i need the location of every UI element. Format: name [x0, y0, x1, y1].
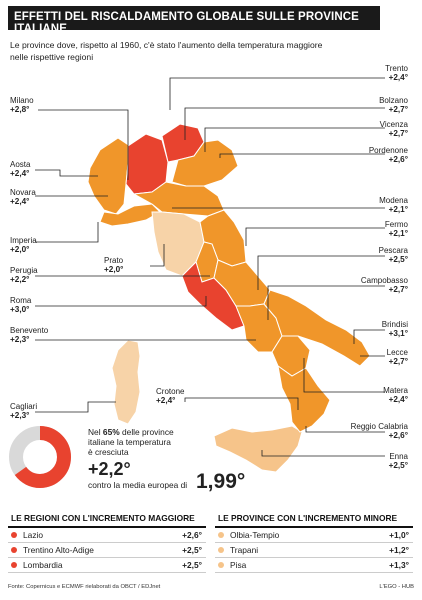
table-row: Trapani +1,2° — [215, 543, 413, 558]
table-provinces: LE PROVINCE CON L'INCREMENTO MINORE Olbi… — [215, 511, 413, 573]
table-row: Trentino Alto-Adige +2,5° — [8, 543, 206, 558]
region-emilia — [132, 181, 225, 217]
page-title: EFFETTI DEL RISCALDAMENTO GLOBALE SULLE … — [8, 6, 380, 35]
label-crotone: Crotone +2,4° — [156, 387, 185, 405]
color-dot — [11, 532, 17, 538]
table-provinces-heading: LE PROVINCE CON L'INCREMENTO MINORE — [215, 511, 413, 528]
label-novara: Novara +2,4° — [10, 188, 36, 206]
region-piemonte — [87, 137, 131, 215]
label-benevento: Benevento +2,3° — [10, 326, 49, 344]
label-trento: Trento +2,4° — [385, 64, 408, 82]
footer-brand: L'EGO - HUB — [379, 584, 414, 590]
region-sardegna — [111, 339, 141, 425]
donut-arc — [9, 426, 71, 488]
region-sicilia — [213, 425, 303, 473]
leader-lines — [35, 77, 385, 457]
label-pescara: Pescara +2,5° — [378, 246, 408, 264]
label-modena: Modena +2,1° — [379, 196, 408, 214]
label-milano: Milano +2,8° — [10, 96, 34, 114]
label-roma: Roma +3,0° — [10, 296, 32, 314]
label-vicenza: Vicenza +2,7° — [379, 120, 408, 138]
label-matera: Matera +2,4° — [383, 386, 408, 404]
percent-donut — [9, 426, 71, 488]
label-fermo: Fermo +2,1° — [384, 220, 408, 238]
label-aosta: Aosta +2,4° — [10, 160, 31, 178]
label-cagliari: Cagliari +2,3° — [10, 402, 38, 420]
stat-percent: 65% — [102, 427, 120, 437]
color-dot — [218, 532, 224, 538]
label-lecce: Lecce +2,7° — [386, 348, 408, 366]
label-imperia: Imperia +2,0° — [10, 236, 37, 254]
table-row: Pisa +1,3° — [215, 558, 413, 573]
table-row: Lombardia +2,5° — [8, 558, 206, 573]
stat-europe-value: 1,99° — [196, 470, 246, 493]
stat-description: Nel 65% delle province italiane la tempe… — [88, 427, 174, 457]
label-prato: Prato +2,0° — [104, 256, 124, 274]
table-regions: LE REGIONI CON L'INCREMENTO MAGGIORE Laz… — [8, 511, 206, 573]
table-row: Olbia-Tempio +1,0° — [215, 528, 413, 543]
label-brindisi: Brindisi +3,1° — [381, 320, 408, 338]
footer-source: Fonte: Copernicus e ECMWF rielaborati da… — [8, 584, 161, 590]
stat-italy-value: +2,2° — [88, 459, 131, 479]
tables-section: LE REGIONI CON L'INCREMENTO MAGGIORE Laz… — [8, 511, 414, 581]
label-campobasso: Campobasso +2,7° — [360, 276, 408, 294]
label-pordenone: Pordenone +2,6° — [368, 146, 408, 164]
label-perugia: Perugia +2,2° — [10, 266, 38, 284]
table-row: Lazio +2,6° — [8, 528, 206, 543]
page-subtitle: Le province dove, rispetto al 1960, c'è … — [10, 40, 323, 62]
color-dot — [11, 547, 17, 553]
color-dot — [11, 562, 17, 568]
label-enna: Enna +2,5° — [388, 452, 408, 470]
color-dot — [218, 547, 224, 553]
label-reggio-calabria: Reggio Calabria +2,6° — [350, 422, 408, 440]
table-regions-heading: LE REGIONI CON L'INCREMENTO MAGGIORE — [8, 511, 206, 528]
label-bolzano: Bolzano +2,7° — [379, 96, 408, 114]
color-dot — [218, 562, 224, 568]
stat-contro-text: contro la media europea di — [88, 480, 188, 490]
